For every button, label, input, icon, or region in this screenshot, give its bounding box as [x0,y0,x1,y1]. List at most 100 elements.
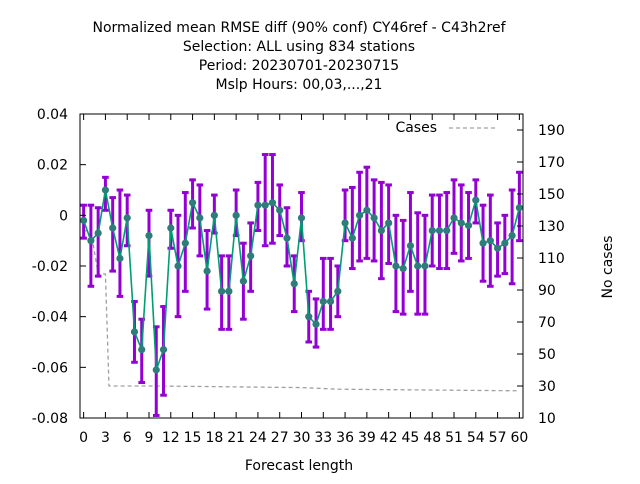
x-tick-label: 45 [402,430,420,446]
data-point [385,219,393,227]
data-point [414,262,422,270]
data-point [355,211,364,219]
y-tick-label: 0.02 [37,158,68,174]
data-point [130,328,139,336]
data-point [450,214,458,222]
data-point [406,242,415,250]
data-point [341,219,349,227]
data-point [188,199,197,207]
data-point [435,226,444,235]
data-point [159,346,168,354]
x-tick-label: 24 [249,430,267,446]
y2-tick-label: 30 [538,379,556,395]
y-tick-label: -0.04 [32,310,68,326]
data-point [87,237,95,245]
legend: Cases [395,120,496,136]
y2-tick-label: 50 [538,347,556,363]
error-bars [80,153,523,417]
error-bar [319,256,327,331]
chart-title-line-2: Selection: ALL using 834 stations [183,39,415,55]
data-point [326,297,335,306]
x-tick-label: 57 [489,430,507,446]
data-point [348,234,356,242]
x-tick-label: 15 [184,430,202,446]
x-axis-label: Forecast length [245,458,353,474]
y-tick-label: -0.06 [32,360,68,376]
data-point [443,226,451,235]
chart-title-line-3: Period: 20230701-20230715 [199,58,399,74]
data-point [268,199,277,207]
data-point [80,216,88,224]
x-tick-label: 6 [123,430,132,446]
data-point [254,201,262,209]
data-point [225,287,233,295]
y2-tick-label: 150 [538,187,565,203]
data-point [247,252,255,260]
error-bar [327,256,334,331]
y2-tick-label: 130 [538,219,565,235]
y2-tick-label: 90 [538,283,556,299]
data-point [363,206,371,214]
data-point [218,287,226,295]
data-point [116,254,124,262]
data-point [334,287,342,295]
data-point [377,226,385,235]
x-tick-label: 27 [271,430,289,446]
y-tick-label: 0.04 [37,107,68,123]
data-point [508,232,516,240]
data-point [297,214,306,222]
y2-tick-label: 10 [538,411,556,427]
x-tick-label: 3 [101,430,110,446]
data-point [312,320,320,328]
error-bar [261,153,269,248]
data-point [232,211,240,219]
error-bar [341,188,349,243]
markers [80,186,523,374]
axis-ticks: 0 3 6 9 12 15 18 21 24 27 30 33 36 39 42 45 48 51 54 57 60-0… [32,107,565,446]
chart-title-line-1: Normalized mean RMSE diff (90% conf) CY4… [92,20,506,36]
x-tick-label: 21 [227,430,245,446]
x-tick-label: 9 [145,430,154,446]
data-point [123,214,131,222]
y-tick-label: -0.08 [32,411,68,427]
y2-tick-label: 70 [538,315,556,331]
error-bar [116,188,124,298]
data-point [94,229,102,237]
error-bar [407,191,414,293]
data-point [152,366,160,374]
data-point [167,224,175,232]
data-point [109,224,117,232]
x-tick-label: 33 [314,430,332,446]
data-point [210,211,218,219]
data-point [479,239,487,247]
data-point [261,201,269,209]
x-tick-label: 51 [445,430,463,446]
x-tick-label: 48 [423,430,441,446]
data-point [428,226,436,235]
legend-label: Cases [395,120,437,136]
cases-layer [83,230,520,392]
data-point [370,214,378,222]
error-bar [109,196,116,273]
error-bar [94,206,102,278]
data-point [276,206,284,214]
error-bar [87,203,95,288]
data-point [486,237,494,245]
data-point [319,297,327,306]
data-point [145,232,153,240]
x-tick-label: 42 [380,430,398,446]
data-point [501,239,509,247]
cases-line [83,230,520,392]
data-point [101,186,110,194]
data-point [421,262,429,270]
data-point [138,346,146,354]
chart-title-group: Normalized mean RMSE diff (90% conf) CY4… [92,20,506,93]
data-point [239,277,248,285]
x-tick-label: 36 [336,430,354,446]
data-point [283,234,291,242]
data-point [399,264,407,273]
y2-tick-label: 170 [538,155,565,171]
x-tick-label: 0 [79,430,88,446]
